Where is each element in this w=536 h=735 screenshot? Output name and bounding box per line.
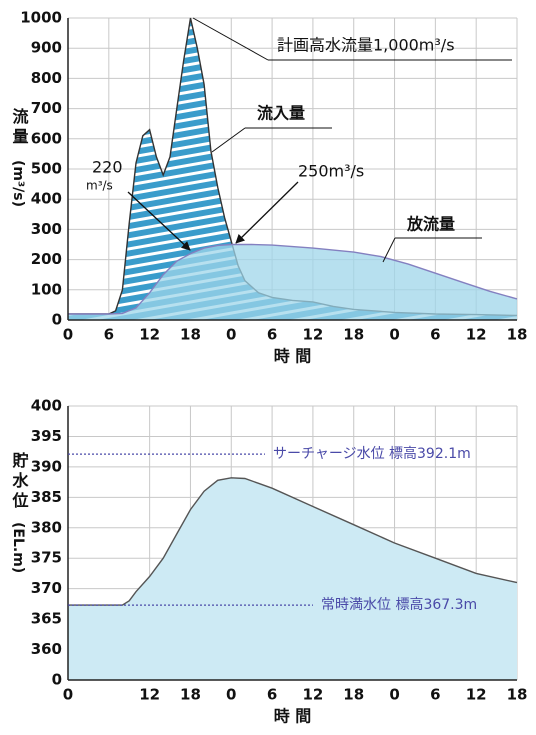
reference-label: サーチャージ水位 標高392.1m [273, 445, 471, 462]
y-tick-label: 1000 [20, 9, 62, 27]
callout-arrow [235, 181, 299, 244]
annotation: 250m³/s [298, 162, 364, 181]
y-axis-label: 流量 [10, 107, 29, 148]
x-tick-label: 6 [104, 326, 114, 344]
y-axis-label: 貯水位 [10, 451, 30, 512]
y-tick-label: 500 [31, 160, 62, 178]
x-tick-label: 12 [139, 326, 160, 344]
y-tick-label: 375 [31, 549, 62, 567]
x-tick-label: 12 [139, 686, 160, 704]
x-tick-label: 0 [226, 326, 236, 344]
x-tick-label: 12 [302, 326, 323, 344]
x-tick-label: 18 [180, 686, 201, 704]
callout-line [192, 17, 269, 61]
callout-line [211, 127, 246, 153]
x-tick-label: 12 [466, 326, 487, 344]
callout-arrow [127, 191, 191, 251]
x-axis-label: 時 間 [274, 707, 312, 726]
y-tick-label: 385 [31, 488, 62, 506]
y-tick-label: 390 [31, 457, 62, 475]
y-tick-label: 360 [31, 640, 62, 658]
series-line [68, 243, 518, 315]
y-tick-label: 700 [31, 99, 62, 117]
x-tick-label: 18 [180, 326, 201, 344]
series-line [68, 477, 518, 606]
x-axis-label: 時 間 [274, 347, 312, 366]
series-label: 流入量 [257, 104, 305, 123]
annotation: m³/s [86, 179, 113, 193]
y-tick-label: 400 [31, 190, 62, 208]
x-tick-label: 0 [226, 686, 236, 704]
x-tick-label: 18 [507, 686, 528, 704]
y-tick-label: 100 [31, 280, 62, 298]
y-tick-label: 300 [31, 220, 62, 238]
callout-line [382, 237, 396, 263]
y-tick-label: 400 [31, 397, 62, 415]
reference-label: 常時満水位 標高367.3m [321, 596, 477, 613]
y-tick-label: 0 [52, 311, 62, 329]
x-tick-label: 0 [389, 326, 399, 344]
x-tick-label: 18 [507, 326, 528, 344]
x-tick-label: 6 [430, 326, 440, 344]
series-label: 放流量 [406, 215, 455, 234]
y-axis-unit: (EL.m) [10, 522, 26, 573]
series-area [68, 18, 517, 320]
y-tick-label: 380 [31, 518, 62, 536]
x-tick-label: 0 [389, 686, 399, 704]
x-tick-label: 0 [63, 326, 73, 344]
x-tick-label: 12 [302, 686, 323, 704]
annotation: 220 [92, 158, 123, 177]
y-tick-label: 600 [31, 129, 62, 147]
y-axis-unit: (m³/s) [10, 160, 26, 207]
y-tick-label: 200 [31, 250, 62, 268]
x-tick-label: 6 [430, 686, 440, 704]
x-tick-label: 6 [267, 686, 277, 704]
x-tick-label: 18 [343, 686, 364, 704]
y-tick-label: 0 [52, 671, 62, 689]
y-tick-label: 395 [31, 427, 62, 445]
y-tick-label: 800 [31, 69, 62, 87]
y-tick-label: 365 [31, 610, 62, 628]
x-tick-label: 0 [63, 686, 73, 704]
y-tick-label: 370 [31, 579, 62, 597]
x-tick-label: 6 [267, 326, 277, 344]
x-tick-label: 18 [343, 326, 364, 344]
annotation: 計画高水流量1,000m³/s [277, 36, 455, 55]
x-tick-label: 12 [466, 686, 487, 704]
y-tick-label: 900 [31, 39, 62, 57]
